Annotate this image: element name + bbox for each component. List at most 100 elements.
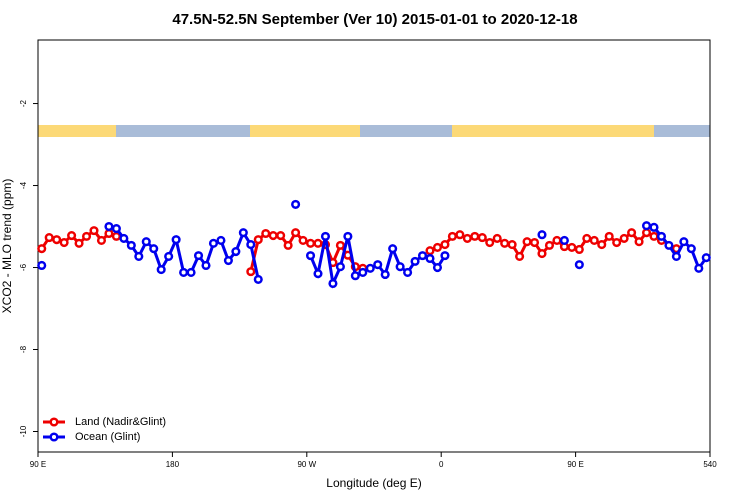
data-point — [164, 251, 174, 262]
data-point — [604, 231, 614, 241]
data-point — [395, 262, 405, 272]
data-point — [641, 228, 652, 238]
data-point — [440, 251, 450, 261]
data-point — [373, 260, 383, 270]
data-point — [358, 267, 368, 277]
data-point — [671, 251, 681, 262]
data-point — [59, 237, 69, 248]
data-point — [126, 240, 136, 250]
data-point — [283, 240, 293, 250]
data-point — [328, 278, 338, 289]
data-point — [425, 246, 435, 256]
data-point — [261, 228, 271, 239]
data-point — [477, 233, 487, 243]
data-point — [89, 226, 99, 236]
data-point — [694, 263, 704, 273]
data-point — [701, 253, 711, 263]
data-point — [291, 199, 301, 209]
data-point — [291, 228, 301, 238]
data-point — [455, 230, 465, 240]
data-point — [96, 235, 107, 246]
data-point — [104, 221, 114, 232]
data-point — [492, 233, 502, 243]
legend-marker — [49, 432, 59, 442]
data-point — [52, 235, 62, 245]
data-point — [664, 240, 674, 250]
y-tick-label: -10 — [19, 425, 28, 437]
data-point — [335, 262, 345, 272]
data-point — [208, 238, 219, 248]
plot-frame — [37, 39, 711, 453]
data-point — [522, 237, 532, 247]
data-point — [350, 271, 360, 281]
data-point — [320, 231, 331, 241]
data-point — [246, 267, 256, 277]
data-point — [305, 251, 316, 261]
data-point — [679, 237, 689, 247]
chart-title: 47.5N-52.5N September (Ver 10) 2015-01-0… — [172, 11, 577, 28]
x-axis-label: Longitude (deg E) — [326, 476, 421, 490]
data-point — [119, 233, 129, 243]
data-point — [656, 231, 667, 241]
data-point — [223, 256, 233, 266]
data-point — [156, 265, 166, 275]
data-point — [238, 228, 248, 238]
data-point — [44, 233, 54, 243]
data-point — [597, 240, 607, 250]
x-tick-label: 0 — [439, 460, 444, 469]
data-point — [582, 233, 592, 243]
data-point — [440, 240, 450, 250]
data-point — [268, 230, 278, 241]
data-point — [253, 235, 263, 245]
data-point — [231, 246, 241, 257]
data-point — [37, 244, 47, 254]
data-point — [74, 238, 84, 248]
x-tick-label: 90 E — [567, 460, 583, 469]
y-tick-label: -2 — [19, 99, 28, 107]
y-tick-label: -6 — [19, 263, 28, 271]
legend-label: Ocean (Glint) — [75, 431, 140, 443]
data-point — [216, 235, 226, 246]
data-point — [380, 269, 390, 280]
data-point — [529, 237, 540, 248]
data-point — [537, 249, 547, 259]
data-point — [649, 231, 659, 241]
data-point — [634, 237, 644, 247]
data-point — [417, 251, 428, 261]
data-point — [246, 240, 256, 250]
data-point — [470, 231, 480, 241]
x-tick-label: 540 — [703, 460, 717, 469]
data-point — [425, 253, 435, 264]
data-point — [171, 235, 181, 245]
data-point — [388, 244, 398, 254]
data-point — [515, 251, 525, 262]
legend-label: Land (Nadir&Glint) — [75, 416, 166, 428]
data-point — [81, 231, 92, 241]
x-tick-label: 90 E — [30, 460, 46, 469]
data-point — [574, 260, 584, 270]
data-point — [179, 267, 189, 277]
data-point — [432, 242, 443, 252]
data-point — [500, 238, 510, 248]
data-point — [649, 222, 659, 232]
data-point — [104, 228, 114, 239]
data-point — [335, 240, 345, 250]
data-point — [485, 237, 495, 248]
data-point — [507, 240, 517, 250]
x-tick-label: 180 — [166, 460, 180, 469]
y-axis-label: XCO2 - MLO trend (ppm) — [0, 179, 14, 314]
legend-marker — [49, 417, 59, 427]
data-point — [537, 230, 547, 240]
data-point — [544, 240, 555, 250]
data-point — [67, 230, 77, 241]
data-point — [552, 235, 562, 246]
data-point — [612, 237, 622, 248]
y-tick-label: -8 — [19, 345, 28, 353]
data-point — [410, 256, 420, 266]
data-point — [686, 244, 696, 254]
data-point — [298, 235, 308, 246]
data-point — [149, 244, 159, 254]
data-point — [559, 235, 569, 246]
x-tick-label: 90 W — [297, 460, 316, 469]
